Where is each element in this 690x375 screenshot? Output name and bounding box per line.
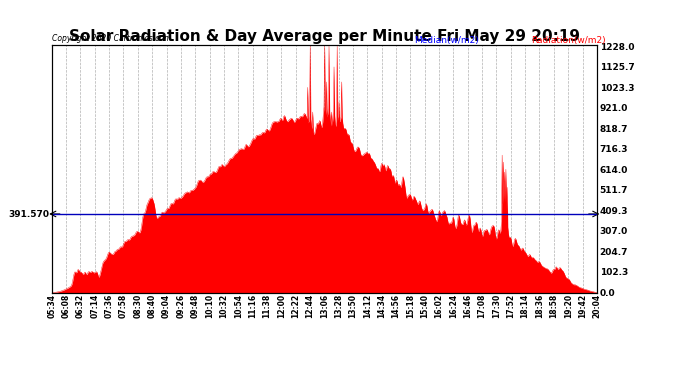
Text: Copyright 2020 Cartronics.com: Copyright 2020 Cartronics.com bbox=[52, 34, 171, 43]
Title: Solar Radiation & Day Average per Minute Fri May 29 20:19: Solar Radiation & Day Average per Minute… bbox=[69, 29, 580, 44]
Text: Median(w/m2): Median(w/m2) bbox=[414, 36, 479, 45]
Text: Radiation(w/m2): Radiation(w/m2) bbox=[531, 36, 606, 45]
